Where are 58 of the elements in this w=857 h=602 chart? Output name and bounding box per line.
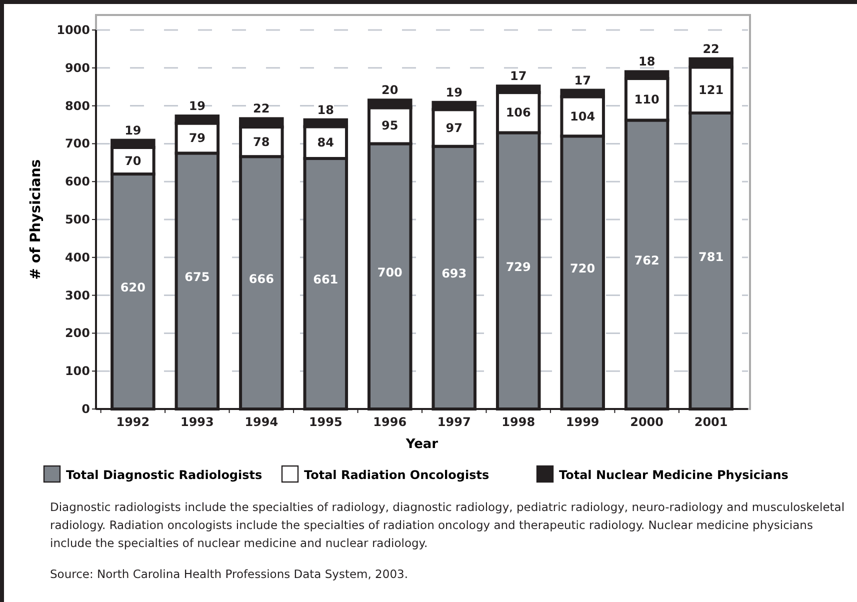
data-label: 17	[510, 69, 527, 84]
data-label: 84	[317, 136, 334, 150]
data-label: 18	[638, 54, 656, 69]
x-tick-label: 1992	[116, 415, 150, 429]
x-tick-label: 1995	[308, 415, 342, 429]
data-label: 110	[634, 92, 660, 106]
x-axis-title: Year	[404, 437, 439, 452]
legend-label: Total Radiation Oncologists	[304, 468, 490, 482]
data-label: 121	[698, 83, 724, 98]
y-tick-label: 1000	[56, 23, 90, 37]
data-label: 720	[570, 262, 596, 276]
data-label: 22	[253, 102, 270, 116]
data-label: 95	[382, 118, 398, 133]
x-tick-label: 1999	[566, 415, 600, 429]
y-tick-label: 200	[64, 326, 90, 340]
y-tick-label: 600	[64, 174, 90, 189]
data-label: 693	[442, 266, 467, 281]
data-label: 79	[188, 131, 206, 146]
y-tick-label: 900	[64, 60, 90, 75]
data-label: 675	[184, 270, 210, 284]
legend-label: Total Nuclear Medicine Physicians	[559, 468, 788, 482]
text: Diagnostic radiologists include the specialties of radiology, diagnostic radiology, pediatric radiology, neuro-radiology and musculoskeletal radiology. Radiation oncologists include the specialties of radiation oncology and therapeutic radiology. Nuclear medicine physicians include the specialties of nuclear medicine and nuclear radiology.	[50, 499, 846, 552]
data-label: 661	[313, 272, 338, 287]
data-label: 17	[574, 73, 591, 88]
y-tick-label: 800	[64, 98, 90, 113]
legend-label: Total Diagnostic Radiologists	[66, 468, 262, 482]
x-tick-label: 2001	[694, 415, 728, 429]
y-tick-label: 700	[64, 136, 90, 151]
y-tick-label: 400	[64, 250, 90, 264]
data-label: 19	[188, 99, 206, 114]
data-label: 70	[124, 154, 142, 168]
data-label: 700	[377, 265, 402, 280]
x-tick-label: 1998	[502, 415, 536, 429]
y-tick-label: 300	[64, 288, 90, 302]
data-label: 729	[506, 260, 531, 274]
x-tick-label: 1997	[437, 415, 471, 429]
x-tick-label: 1993	[180, 415, 214, 429]
data-label: 620	[120, 280, 146, 295]
data-label: 78	[253, 134, 270, 149]
y-tick-label: 100	[64, 364, 90, 378]
data-label: 781	[698, 250, 724, 264]
x-tick-label: 2000	[630, 415, 664, 429]
y-tick-label: 500	[64, 212, 90, 226]
data-label: 19	[446, 85, 462, 100]
y-tick-label: 0	[82, 402, 90, 416]
data-label: 97	[446, 120, 462, 135]
data-label: 762	[634, 254, 660, 268]
y-axis-title: # of Physicians	[28, 159, 44, 280]
data-label: 22	[702, 42, 720, 56]
data-label: 666	[248, 272, 274, 286]
source-note: Source: North Carolina Health Professions Data System, 2003.	[50, 566, 409, 583]
data-label: 18	[317, 102, 334, 117]
x-tick-label: 1996	[373, 415, 407, 429]
x-tick-label: 1994	[244, 415, 278, 429]
data-label: 104	[570, 109, 596, 124]
data-label: 20	[382, 83, 398, 98]
data-label: 106	[506, 106, 531, 120]
data-label: 19	[124, 123, 142, 138]
